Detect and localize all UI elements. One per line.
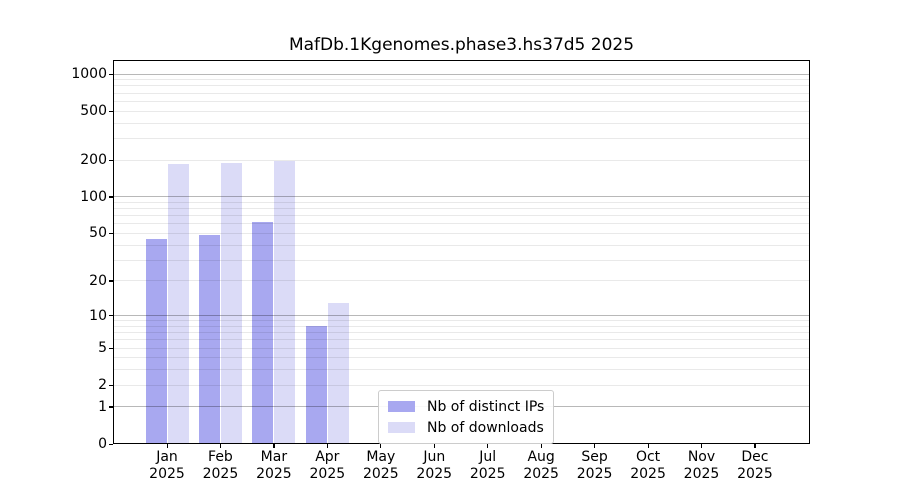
bar-downloads-apr (327, 302, 349, 444)
gridline-minor-900 (113, 79, 810, 81)
gridline-minor-30 (113, 259, 810, 261)
gridline-minor-400 (113, 122, 810, 124)
bar-distinct-ips-feb (198, 234, 220, 444)
x-tick-label-may: May 2025 (362, 449, 399, 482)
x-tick-mark-jun (433, 444, 435, 448)
gridline-minor-7 (113, 332, 810, 334)
y-tick-mark-20 (109, 280, 113, 282)
chart-title: MafDb.1Kgenomes.phase3.hs37d5 2025 (288, 35, 635, 55)
bar-downloads-mar (274, 161, 296, 444)
x-tick-label-mar: Mar 2025 (256, 449, 292, 482)
y-tick-label-1000: 1000 (71, 66, 107, 83)
bar-distinct-ips-jan (145, 238, 167, 444)
y-tick-label-500: 500 (80, 103, 107, 120)
x-tick-mark-mar (273, 444, 275, 448)
legend-label-downloads: Nb of downloads (427, 419, 544, 436)
y-tick-mark-500 (109, 110, 113, 112)
y-tick-mark-5 (109, 347, 113, 349)
y-tick-mark-50 (109, 232, 113, 235)
bars-layer (113, 60, 810, 444)
x-tick-label-nov: Nov 2025 (683, 449, 720, 482)
bar-distinct-ips-apr (305, 326, 327, 444)
gridline-minor-60 (113, 223, 810, 225)
y-tick-label-10: 10 (89, 307, 107, 324)
gridline-minor-50 (113, 232, 810, 234)
gridline-minor-90 (113, 201, 810, 203)
x-tick-mark-jan (166, 444, 168, 448)
gridline-major-1000 (113, 73, 810, 75)
gridline-major-10 (113, 315, 810, 317)
x-tick-mark-feb (219, 444, 222, 448)
gridline-minor-5 (113, 347, 810, 349)
gridline-minor-300 (113, 137, 810, 139)
gridline-minor-80 (113, 208, 810, 210)
y-tick-mark-1000 (109, 73, 113, 75)
legend-label-distinct-ips: Nb of distinct IPs (427, 398, 545, 415)
gridline-minor-8 (113, 325, 810, 327)
gridline-minor-3 (113, 369, 810, 371)
bar-distinct-ips-mar (252, 222, 274, 444)
x-tick-mark-aug (540, 444, 542, 448)
x-tick-label-jun: Jun 2025 (416, 449, 453, 482)
y-tick-label-1: 1 (98, 398, 107, 415)
plot-area: Nb of distinct IPs Nb of downloads (113, 60, 810, 444)
x-tick-label-oct: Oct 2025 (630, 449, 666, 482)
bar-downloads-feb (220, 162, 242, 444)
y-tick-mark-2 (109, 384, 113, 386)
x-tick-mark-sep (594, 444, 596, 448)
gridline-minor-600 (113, 100, 810, 102)
y-tick-mark-100 (109, 196, 113, 198)
x-tick-mark-jul (487, 444, 489, 448)
gridline-minor-200 (113, 159, 810, 161)
legend-swatch-downloads (388, 422, 415, 433)
gridline-minor-20 (113, 280, 810, 282)
y-tick-mark-1 (109, 406, 113, 408)
y-tick-label-2: 2 (98, 377, 107, 394)
y-tick-label-100: 100 (80, 188, 107, 205)
x-tick-label-jan: Jan 2025 (149, 449, 185, 482)
gridline-minor-500 (113, 110, 810, 112)
x-tick-label-sep: Sep 2025 (576, 449, 613, 482)
gridline-minor-9 (113, 320, 810, 322)
y-tick-label-0: 0 (98, 436, 107, 452)
y-tick-label-200: 200 (80, 152, 107, 169)
y-tick-mark-200 (109, 159, 113, 161)
x-tick-mark-nov (701, 444, 703, 448)
gridline-minor-6 (113, 339, 810, 341)
gridlines-layer (113, 60, 810, 444)
gridline-minor-800 (113, 85, 810, 87)
y-tick-label-5: 5 (98, 340, 107, 357)
bar-downloads-jan (167, 164, 189, 444)
x-tick-label-dec: Dec 2025 (737, 449, 773, 482)
legend-item-downloads: Nb of downloads (388, 417, 544, 438)
y-tick-mark-0 (109, 443, 113, 445)
x-tick-mark-may (380, 444, 382, 448)
y-tick-mark-10 (109, 315, 113, 317)
x-tick-mark-apr (326, 444, 329, 448)
x-tick-mark-dec (754, 444, 756, 448)
x-tick-label-feb: Feb 2025 (202, 449, 239, 482)
legend-swatch-distinct-ips (388, 401, 415, 412)
gridline-minor-70 (113, 215, 810, 217)
x-tick-mark-oct (647, 444, 649, 448)
legend-item-distinct-ips: Nb of distinct IPs (388, 396, 544, 417)
y-tick-label-20: 20 (89, 272, 107, 289)
gridline-major-100 (113, 196, 810, 198)
y-tick-label-50: 50 (89, 225, 107, 242)
gridline-minor-4 (113, 357, 810, 359)
x-tick-label-aug: Aug 2025 (523, 449, 559, 482)
x-tick-label-jul: Jul 2025 (469, 449, 506, 482)
x-tick-label-apr: Apr 2025 (309, 449, 346, 482)
gridline-minor-2 (113, 384, 810, 386)
gridline-minor-40 (113, 244, 810, 246)
legend: Nb of distinct IPs Nb of downloads (378, 390, 555, 444)
gridline-minor-700 (113, 92, 810, 94)
